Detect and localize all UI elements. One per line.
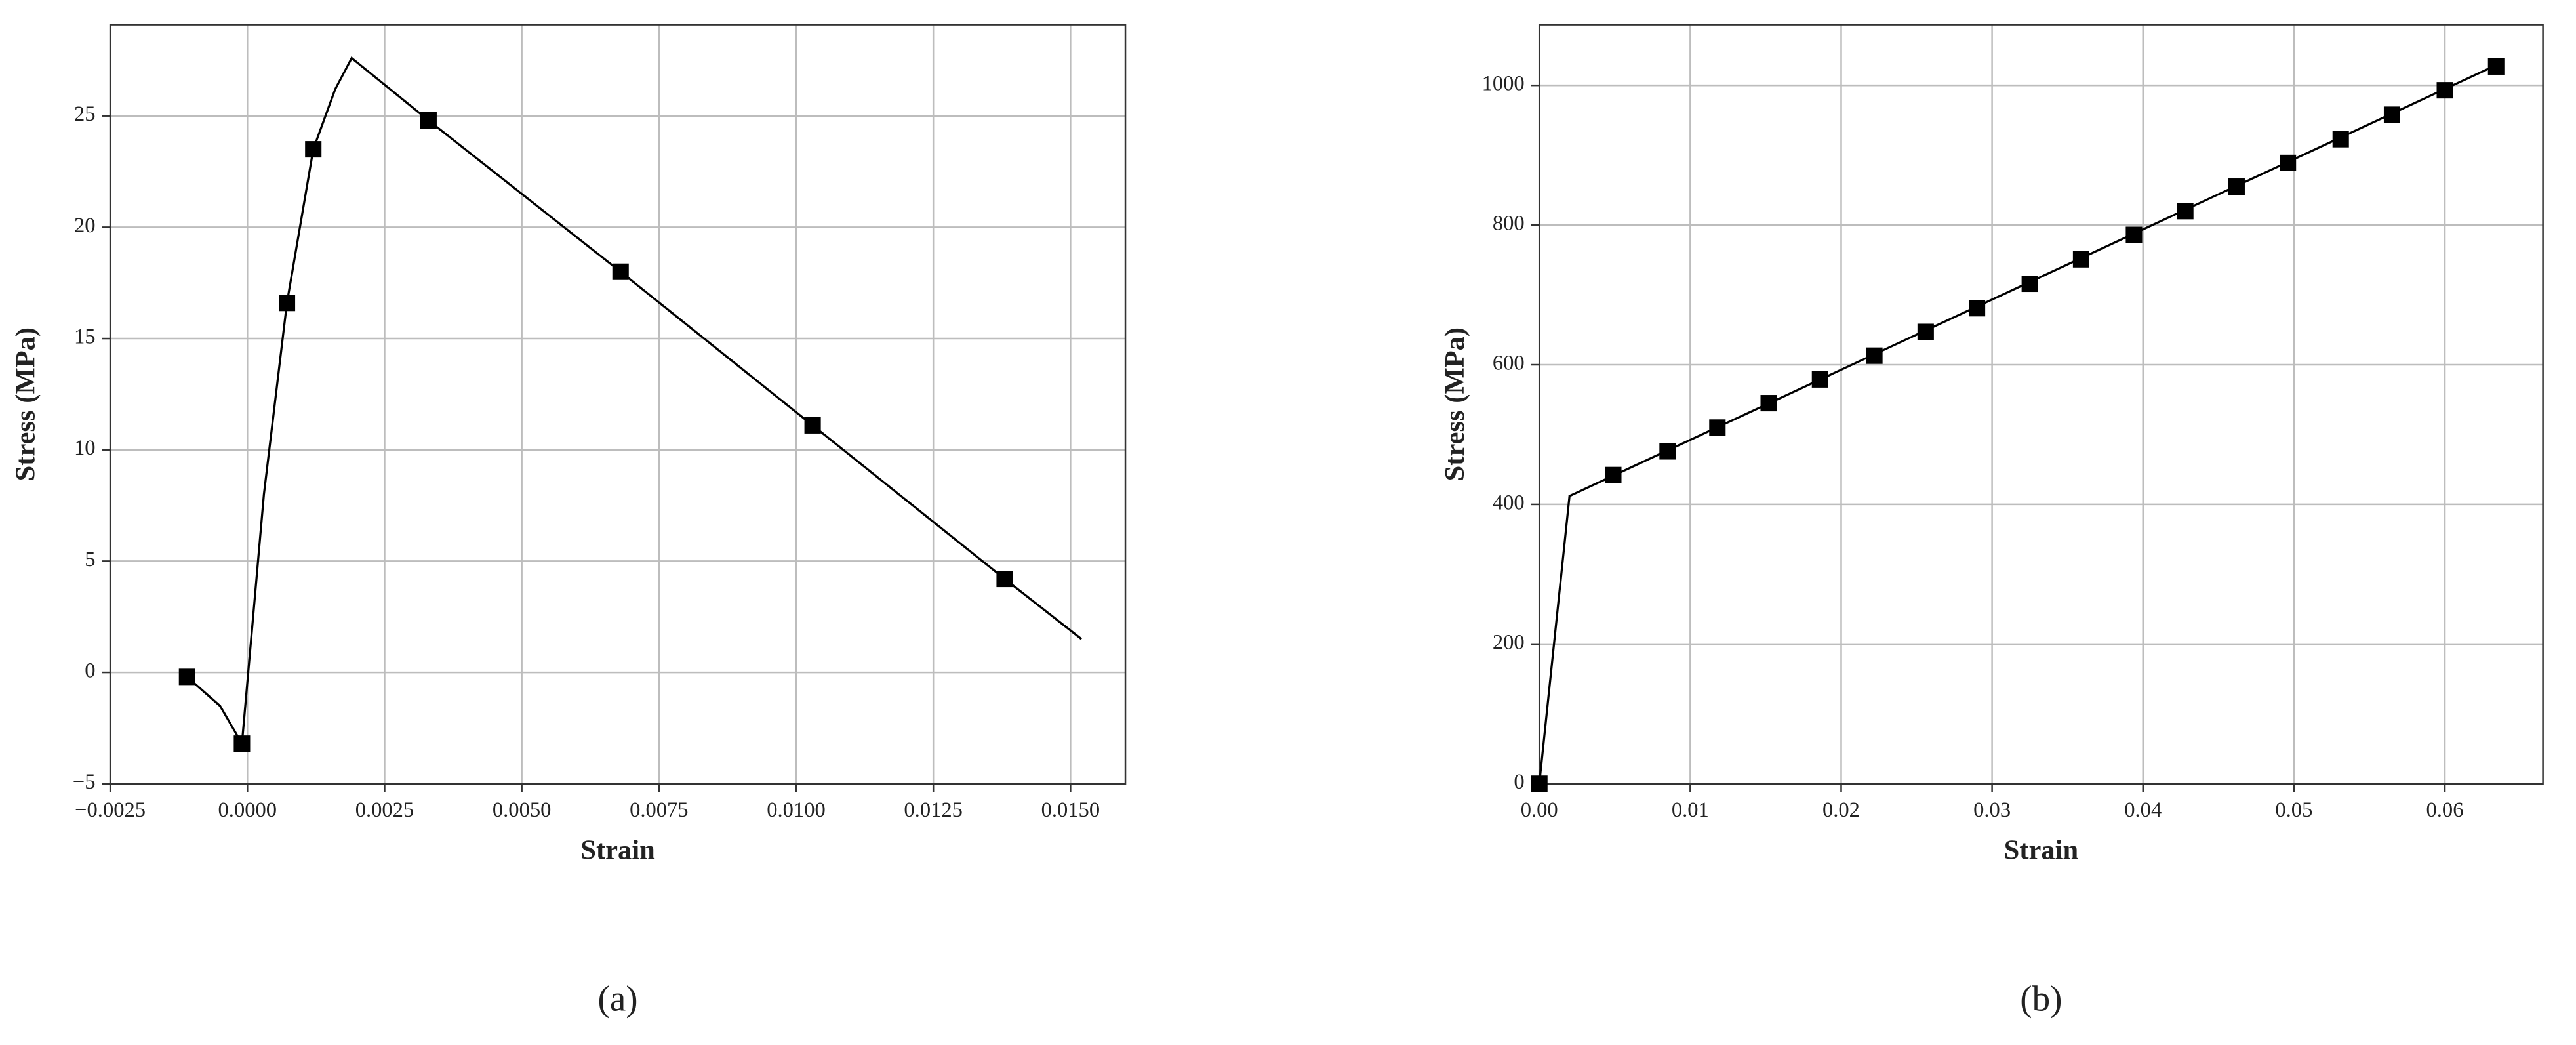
marker	[612, 263, 629, 280]
marker	[2280, 154, 2297, 171]
x-tick-label: 0.03	[1973, 798, 2011, 822]
marker	[2125, 226, 2143, 243]
marker	[1760, 395, 1777, 412]
marker	[420, 112, 437, 129]
x-tick-label: 0.0000	[218, 798, 277, 822]
marker	[2177, 203, 2194, 220]
marker	[2487, 58, 2505, 75]
marker	[1969, 300, 1986, 317]
x-tick-label: −0.0025	[75, 798, 146, 822]
marker	[1866, 347, 1883, 364]
marker	[1659, 443, 1676, 460]
y-tick-label: 400	[1493, 491, 1525, 514]
x-tick-label: 0.02	[1822, 798, 1860, 822]
marker	[279, 295, 296, 312]
y-tick-label: 200	[1493, 630, 1525, 654]
x-tick-label: 0.0100	[767, 798, 826, 822]
plot-frame	[1538, 24, 2544, 785]
y-tick-label: 800	[1493, 212, 1525, 236]
y-tick-label: 20	[74, 214, 96, 237]
x-axis-title: Strain	[580, 835, 655, 866]
x-tick-label: 0.00	[1521, 798, 1558, 822]
x-tick-label: 0.0125	[904, 798, 963, 822]
marker	[2436, 82, 2453, 99]
x-tick-label: 0.0150	[1041, 798, 1100, 822]
marker	[2228, 178, 2245, 195]
x-tick-label: 0.01	[1672, 798, 1709, 822]
x-tick-label: 0.06	[2426, 798, 2464, 822]
x-tick-label: 0.05	[2275, 798, 2312, 822]
x-tick-label: 0.04	[2124, 798, 2162, 822]
marker	[1709, 419, 1726, 436]
marker	[1605, 466, 1622, 483]
y-tick-label: 1000	[1482, 72, 1525, 96]
y-tick-label: 0	[1514, 770, 1524, 794]
marker	[305, 141, 322, 158]
marker	[996, 571, 1013, 588]
marker	[1811, 371, 1828, 388]
y-tick-label: 10	[74, 436, 96, 460]
data-line	[1538, 63, 2499, 784]
y-tick-label: 5	[85, 548, 95, 571]
marker	[2383, 106, 2400, 123]
x-axis-title: Strain	[2004, 835, 2079, 866]
panel-label: (a)	[597, 979, 637, 1019]
y-tick-label: 600	[1493, 351, 1525, 375]
marker	[1531, 775, 1548, 792]
y-tick-label: −5	[73, 770, 96, 794]
y-axis-title: Stress (MPa)	[1439, 327, 1470, 482]
marker	[2072, 251, 2089, 268]
x-tick-label: 0.0025	[355, 798, 414, 822]
marker	[2021, 275, 2038, 293]
x-tick-label: 0.0075	[630, 798, 689, 822]
y-axis-title: Stress (MPa)	[10, 327, 41, 482]
y-tick-label: 25	[74, 102, 96, 126]
x-tick-label: 0.0050	[493, 798, 552, 822]
y-tick-label: 0	[85, 659, 95, 683]
marker	[233, 735, 251, 752]
data-line	[186, 56, 1083, 747]
plot-frame	[109, 24, 1127, 785]
marker	[178, 668, 195, 686]
panel-label: (b)	[2020, 979, 2062, 1019]
y-tick-label: 15	[74, 325, 96, 349]
marker	[804, 417, 821, 434]
marker	[2332, 131, 2349, 148]
marker	[1917, 323, 1934, 340]
